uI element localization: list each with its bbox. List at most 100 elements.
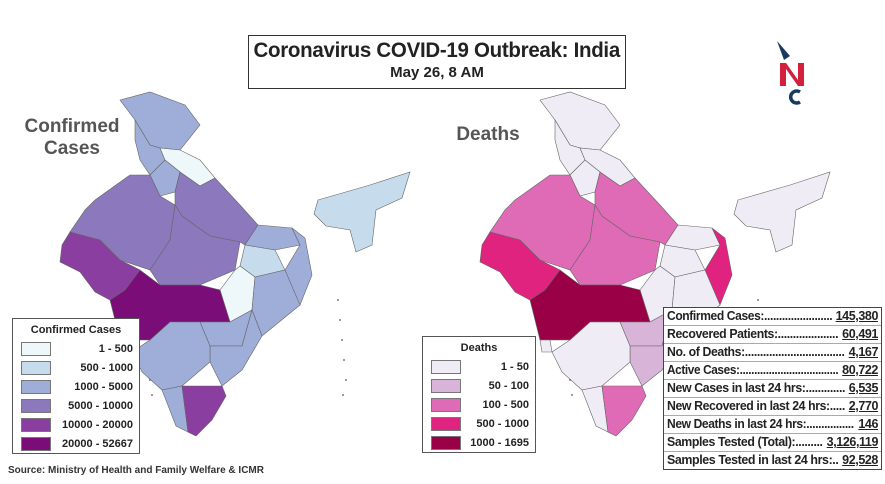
subtitle: May 26, 8 AM — [390, 64, 484, 81]
state-region-goa — [539, 339, 553, 353]
legend-swatch — [21, 360, 51, 375]
stat-row: New Recovered in last 24 hrs:..... 2,770 — [664, 398, 881, 416]
state-region-jk — [119, 91, 201, 151]
title-box: Coronavirus COVID-19 Outbreak: India May… — [248, 35, 626, 89]
stat-label: Samples Tested in last 24 hrs:.. — [667, 453, 839, 467]
legend-item: 1 - 500 — [13, 339, 139, 358]
stat-value: 80,722 — [842, 362, 878, 379]
island-dot — [337, 299, 339, 301]
state-region-tn — [601, 385, 647, 437]
state-region-ka — [131, 321, 211, 391]
state-region-mh — [109, 269, 231, 341]
stat-value: 3,126,119 — [826, 434, 878, 451]
state-region-od — [251, 269, 301, 337]
legend-item: 5000 - 10000 — [13, 396, 139, 415]
deaths-map-label: Deaths — [456, 124, 520, 145]
legend-title: Confirmed Cases — [30, 324, 122, 336]
legend-swatch — [431, 397, 461, 412]
stat-value: 4,167 — [848, 344, 878, 361]
stat-label: Active Cases:...........................… — [667, 363, 839, 377]
stat-label: Recovered Patients:.................... — [667, 327, 839, 341]
state-region-jk — [539, 91, 621, 151]
stat-row: New Cases in last 24 hrs:............. 6,… — [664, 380, 881, 398]
nc-logo-icon — [777, 41, 804, 105]
stat-value: 6,535 — [848, 380, 878, 397]
legend-range: 10000 - 20000 — [62, 418, 133, 431]
island-dot — [569, 379, 571, 381]
island-dot — [151, 394, 153, 396]
legend-range: 1 - 500 — [98, 342, 133, 355]
stat-row: Samples Tested (Total):......... 3,126,11… — [664, 434, 881, 452]
legend-item: 1000 - 1695 — [423, 433, 535, 452]
state-region-ka — [551, 321, 631, 391]
state-region-ne — [733, 171, 831, 253]
stat-value: 146 — [858, 416, 878, 433]
island-dot — [342, 394, 344, 396]
stat-label: New Recovered in last 24 hrs:..... — [667, 399, 845, 413]
legend-title: Deaths — [460, 342, 498, 354]
island-dot — [341, 339, 343, 341]
state-region-tn — [181, 385, 227, 437]
legend-range: 5000 - 10000 — [68, 399, 133, 412]
source-note: Source: Ministry of Health and Family We… — [8, 465, 264, 476]
confirmed-legend: Confirmed Cases 1 - 500 500 - 1000 1000 - … — [12, 318, 140, 454]
legend-swatch — [21, 417, 51, 432]
legend-item: 500 - 1000 — [423, 414, 535, 433]
state-region-mh — [529, 269, 651, 341]
legend-swatch — [21, 379, 51, 394]
state-region-br — [664, 224, 721, 251]
stat-value: 60,491 — [842, 326, 878, 343]
stat-label: Confirmed Cases:....................... — [667, 309, 833, 323]
legend-swatch — [21, 341, 51, 356]
deaths-legend: Deaths 1 - 50 50 - 100 100 - 500 500 - 1000… — [422, 336, 536, 453]
stat-label: New Deaths in last 24 hrs:..............… — [667, 417, 854, 431]
stats-table: Confirmed Cases:....................... 1… — [663, 307, 882, 470]
confirmed-map-label: Confirmed Cases — [24, 116, 120, 159]
legend-swatch — [431, 378, 461, 393]
legend-range: 1 - 50 — [500, 360, 529, 373]
stat-label: New Cases in last 24 hrs:............. — [667, 381, 846, 395]
stat-row: No. of Deaths:..........................… — [664, 344, 881, 362]
legend-item: 20000 - 52667 — [13, 434, 139, 453]
legend-item: 100 - 500 — [423, 395, 535, 414]
island-dot — [149, 379, 151, 381]
stat-row: Samples Tested in last 24 hrs:.. 92,528 — [664, 452, 881, 469]
legend-swatch — [431, 416, 461, 431]
legend-swatch — [21, 436, 51, 451]
stat-value: 2,770 — [848, 398, 878, 415]
island-dot — [571, 394, 573, 396]
legend-item: 1000 - 5000 — [13, 377, 139, 396]
island-dot — [757, 299, 759, 301]
stat-label: Samples Tested (Total):......... — [667, 435, 823, 449]
legend-item: 10000 - 20000 — [13, 415, 139, 434]
legend-swatch — [431, 435, 461, 450]
legend-item: 50 - 100 — [423, 376, 535, 395]
legend-range: 500 - 1000 — [80, 361, 133, 374]
legend-item: 1 - 50 — [423, 357, 535, 376]
confirmed-cases-map — [59, 91, 411, 437]
stat-value: 145,380 — [835, 308, 878, 325]
legend-range: 1000 - 1695 — [470, 436, 529, 449]
stat-row: Confirmed Cases:....................... 1… — [664, 308, 881, 326]
state-region-ne — [313, 171, 411, 253]
legend-range: 20000 - 52667 — [62, 437, 133, 450]
state-region-br — [244, 224, 301, 251]
stat-row: Active Cases:...........................… — [664, 362, 881, 380]
title: Coronavirus COVID-19 Outbreak: India — [253, 39, 621, 62]
island-dot — [345, 379, 347, 381]
legend-range: 500 - 1000 — [476, 417, 529, 430]
legend-range: 50 - 100 — [488, 379, 529, 392]
legend-swatch — [431, 359, 461, 374]
stat-value: 92,528 — [842, 452, 878, 469]
island-dot — [339, 319, 341, 321]
legend-swatch — [21, 398, 51, 413]
legend-range: 100 - 500 — [482, 398, 529, 411]
stat-row: Recovered Patients:.................... 6… — [664, 326, 881, 344]
island-dot — [343, 359, 345, 361]
legend-item: 500 - 1000 — [13, 358, 139, 377]
stat-label: No. of Deaths:..........................… — [667, 345, 845, 359]
legend-range: 1000 - 5000 — [74, 380, 133, 393]
stat-row: New Deaths in last 24 hrs:..............… — [664, 416, 881, 434]
